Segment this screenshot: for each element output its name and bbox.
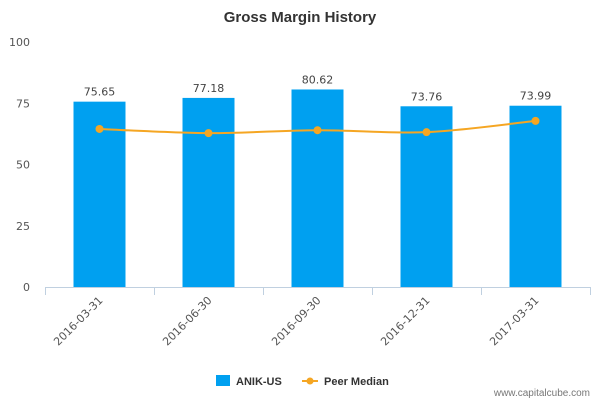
data-labels: 75.65 77.18 80.62 73.76 73.99 xyxy=(84,73,552,103)
y-tick-label: 0 xyxy=(23,281,30,294)
peer-median-point[interactable] xyxy=(422,128,431,137)
x-tick-label: 2016-09-30 xyxy=(269,294,323,348)
data-label: 75.65 xyxy=(84,86,116,99)
bar-anik-us[interactable] xyxy=(509,105,562,287)
x-tick-label: 2016-06-30 xyxy=(160,294,214,348)
y-tick-label: 75 xyxy=(16,97,30,110)
bar-anik-us[interactable] xyxy=(400,106,453,288)
data-label: 80.62 xyxy=(302,73,334,86)
watermark: www.capitalcube.com xyxy=(493,388,590,399)
data-label: 73.99 xyxy=(520,90,552,103)
peer-median-point[interactable] xyxy=(204,129,213,138)
bar-anik-us[interactable] xyxy=(291,89,344,287)
bars xyxy=(73,89,562,288)
peer-median-point[interactable] xyxy=(95,124,104,133)
legend-marker-peer-median[interactable] xyxy=(306,377,314,385)
x-tick-label: 2017-03-31 xyxy=(487,294,541,348)
chart-title: Gross Margin History xyxy=(224,9,377,26)
data-label: 73.76 xyxy=(411,90,443,103)
legend-swatch-anik-us[interactable] xyxy=(216,375,230,386)
peer-median-point[interactable] xyxy=(313,126,322,135)
y-tick-label: 25 xyxy=(16,220,30,233)
peer-median-point[interactable] xyxy=(531,116,540,125)
y-tick-label: 100 xyxy=(9,36,30,49)
legend-label-anik-us[interactable]: ANIK-US xyxy=(236,376,282,388)
x-tick-label: 2016-03-31 xyxy=(51,294,105,348)
x-tick-label: 2016-12-31 xyxy=(378,294,432,348)
y-tick-label: 50 xyxy=(16,159,30,172)
legend[interactable]: ANIK-US Peer Median xyxy=(216,375,389,388)
legend-label-peer-median[interactable]: Peer Median xyxy=(324,376,389,388)
data-label: 77.18 xyxy=(193,82,225,95)
peer-median-line xyxy=(95,116,540,138)
bar-anik-us[interactable] xyxy=(182,97,235,287)
